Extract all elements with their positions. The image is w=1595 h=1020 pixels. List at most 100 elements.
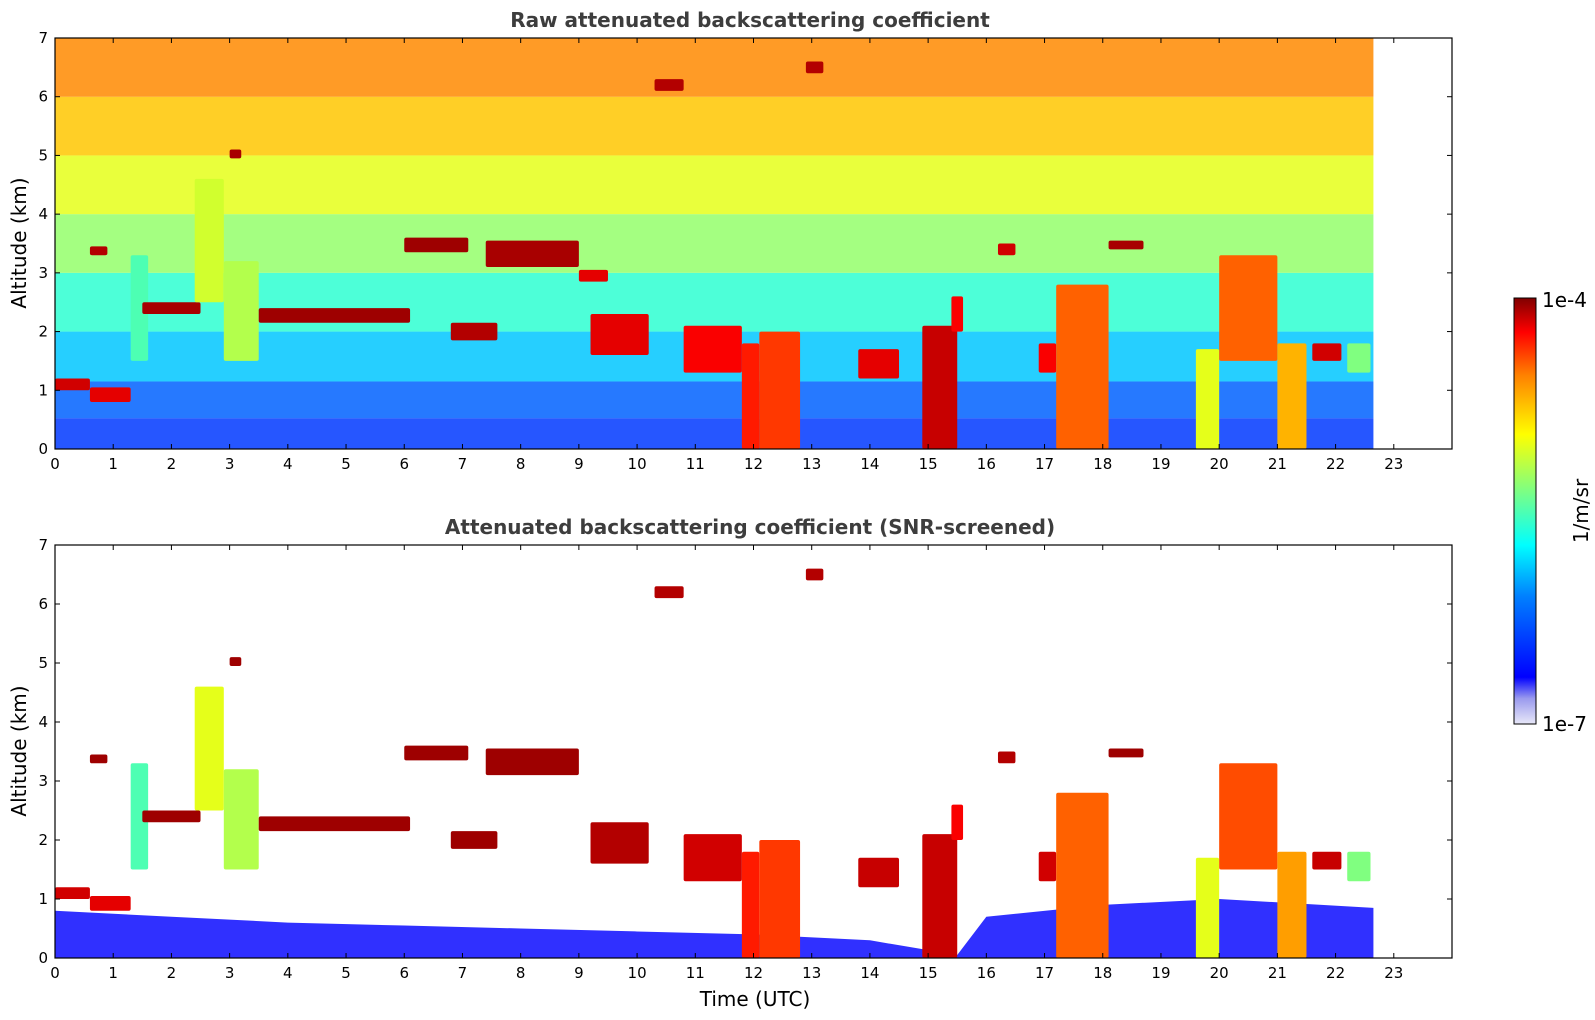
x-tick-label: 14 bbox=[860, 455, 879, 473]
feature-10 bbox=[450, 322, 498, 341]
raw-backscatter-panel: Raw attenuated backscattering coefficien… bbox=[7, 8, 1453, 473]
background-band-5 bbox=[55, 155, 1374, 215]
background-band-1 bbox=[55, 381, 1374, 419]
feature-27 bbox=[1219, 255, 1278, 361]
feature-4 bbox=[142, 302, 201, 314]
x-tick-label: 8 bbox=[516, 455, 526, 473]
feature-19 bbox=[922, 834, 958, 958]
feature-12 bbox=[590, 822, 649, 864]
x-tick-label: 12 bbox=[744, 964, 763, 982]
x-tick-label: 2 bbox=[167, 455, 177, 473]
feature-23 bbox=[1038, 343, 1057, 373]
feature-25 bbox=[1108, 240, 1144, 250]
feature-5 bbox=[194, 686, 224, 811]
x-tick-label: 5 bbox=[341, 455, 351, 473]
y-tick-label: 0 bbox=[38, 440, 48, 458]
snr-screened-panel: Attenuated backscattering coefficient (S… bbox=[7, 515, 1453, 1011]
x-tick-label: 13 bbox=[802, 964, 821, 982]
feature-12 bbox=[578, 269, 608, 282]
background-band-6 bbox=[55, 96, 1374, 156]
feature-7 bbox=[229, 657, 242, 666]
x-tick-label: 15 bbox=[919, 455, 938, 473]
x-tick-label: 11 bbox=[686, 455, 705, 473]
feature-20 bbox=[951, 804, 964, 840]
x-tick-label: 15 bbox=[919, 964, 938, 982]
feature-29 bbox=[1312, 343, 1342, 361]
x-tick-label: 14 bbox=[860, 964, 879, 982]
x-tick-label: 3 bbox=[225, 964, 235, 982]
x-tick-label: 17 bbox=[1035, 964, 1054, 982]
x-tick-label: 4 bbox=[283, 964, 293, 982]
x-tick-label: 18 bbox=[1093, 455, 1112, 473]
x-tick-label: 2 bbox=[167, 964, 177, 982]
y-tick-label: 1 bbox=[38, 890, 48, 908]
x-tick-label: 3 bbox=[225, 455, 235, 473]
feature-19 bbox=[858, 349, 900, 379]
panel-2-title: Attenuated backscattering coefficient (S… bbox=[445, 515, 1055, 539]
panel-2-boundary-layer bbox=[55, 899, 1374, 958]
panel-1-title: Raw attenuated backscattering coefficien… bbox=[510, 8, 990, 32]
feature-8 bbox=[258, 308, 411, 323]
y-tick-label: 2 bbox=[38, 831, 48, 849]
panel-1-feature-layer bbox=[55, 61, 1371, 449]
boundary-layer-area bbox=[55, 899, 1374, 958]
feature-3 bbox=[130, 255, 149, 361]
y-tick-label: 1 bbox=[38, 381, 48, 399]
feature-24 bbox=[1056, 284, 1109, 449]
feature-9 bbox=[404, 745, 469, 761]
y-tick-label: 4 bbox=[38, 713, 48, 731]
feature-6 bbox=[223, 769, 259, 870]
panel-1-x-axis: 0 1 2 3 4 5 6 7 8 9 10 11 12 13 14 15 16 17 18 19 20 21 22 23 bbox=[50, 38, 1403, 473]
feature-1 bbox=[89, 387, 131, 403]
colorbar-gradient bbox=[1513, 297, 1537, 725]
x-tick-label: 11 bbox=[686, 964, 705, 982]
y-tick-label: 3 bbox=[38, 772, 48, 790]
y-tick-label: 2 bbox=[38, 323, 48, 341]
feature-0 bbox=[55, 378, 90, 391]
feature-13 bbox=[654, 586, 684, 599]
x-tick-label: 17 bbox=[1035, 455, 1054, 473]
colorbar: 1e-4 1e-7 1/m/sr bbox=[1513, 288, 1593, 736]
feature-13 bbox=[590, 313, 649, 356]
feature-7 bbox=[229, 149, 242, 159]
x-tick-label: 19 bbox=[1151, 964, 1170, 982]
x-tick-label: 22 bbox=[1326, 964, 1345, 982]
x-tick-label: 13 bbox=[802, 455, 821, 473]
feature-15 bbox=[683, 325, 742, 373]
x-tick-label: 18 bbox=[1093, 964, 1112, 982]
feature-0 bbox=[55, 887, 90, 899]
panel-2-x-axis-label: Time (UTC) bbox=[699, 987, 811, 1011]
x-tick-label: 6 bbox=[399, 455, 409, 473]
y-tick-label: 7 bbox=[38, 536, 48, 554]
feature-2 bbox=[89, 246, 108, 256]
feature-20 bbox=[922, 325, 958, 449]
feature-3 bbox=[130, 763, 149, 870]
feature-15 bbox=[741, 851, 760, 958]
feature-10 bbox=[450, 831, 498, 849]
x-tick-label: 22 bbox=[1326, 455, 1345, 473]
panel-2-feature-layer bbox=[55, 568, 1371, 958]
panel-1-y-axis-label: Altitude (km) bbox=[7, 177, 31, 308]
feature-30 bbox=[1347, 343, 1371, 373]
feature-16 bbox=[759, 840, 801, 958]
y-tick-label: 4 bbox=[38, 205, 48, 223]
x-tick-label: 10 bbox=[628, 964, 647, 982]
x-tick-label: 9 bbox=[574, 455, 584, 473]
feature-21 bbox=[997, 751, 1016, 764]
x-tick-label: 0 bbox=[50, 964, 60, 982]
y-tick-label: 6 bbox=[38, 88, 48, 106]
y-tick-label: 6 bbox=[38, 595, 48, 613]
x-tick-label: 12 bbox=[744, 455, 763, 473]
x-tick-label: 7 bbox=[458, 964, 468, 982]
x-tick-label: 6 bbox=[399, 964, 409, 982]
colorbar-unit-label: 1/m/sr bbox=[1569, 478, 1593, 543]
feature-9 bbox=[404, 237, 469, 253]
feature-6 bbox=[223, 261, 259, 361]
feature-25 bbox=[1195, 857, 1220, 958]
x-tick-label: 0 bbox=[50, 455, 60, 473]
colorbar-min-label: 1e-7 bbox=[1542, 712, 1587, 736]
feature-24 bbox=[1108, 748, 1144, 758]
x-tick-label: 23 bbox=[1384, 455, 1403, 473]
x-tick-label: 1 bbox=[108, 964, 118, 982]
